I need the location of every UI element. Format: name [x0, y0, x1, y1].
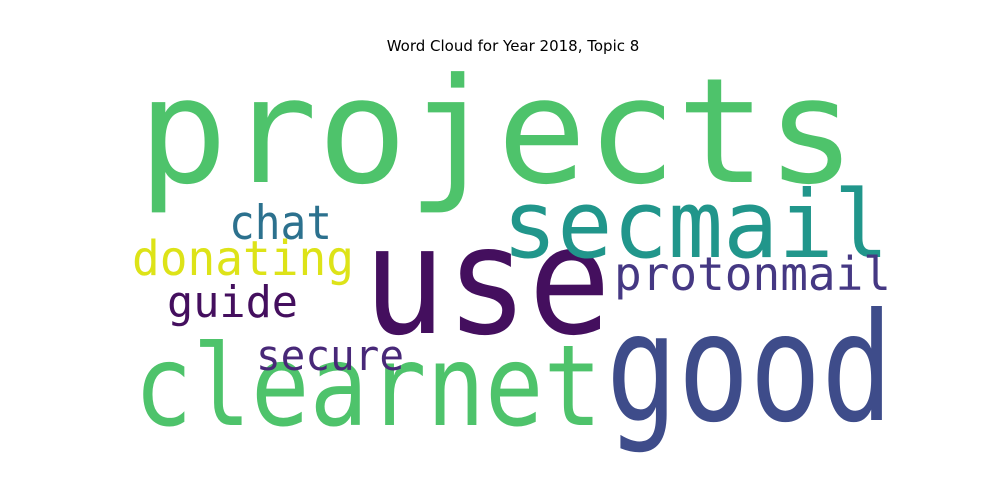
word-guide: guide	[167, 277, 298, 328]
word-good: good	[606, 282, 893, 456]
word-use: use	[363, 195, 611, 369]
word-secure: secure	[256, 331, 404, 380]
word-protonmail: protonmail	[614, 247, 891, 301]
word-donating: donating	[132, 231, 354, 287]
chart-title: Word Cloud for Year 2018, Topic 8	[386, 37, 640, 55]
word-projects: projects	[138, 47, 856, 217]
word-clearnet: clearnet	[134, 322, 602, 452]
word-secmail: secmail	[502, 171, 889, 280]
word-chat: chat	[229, 196, 332, 251]
